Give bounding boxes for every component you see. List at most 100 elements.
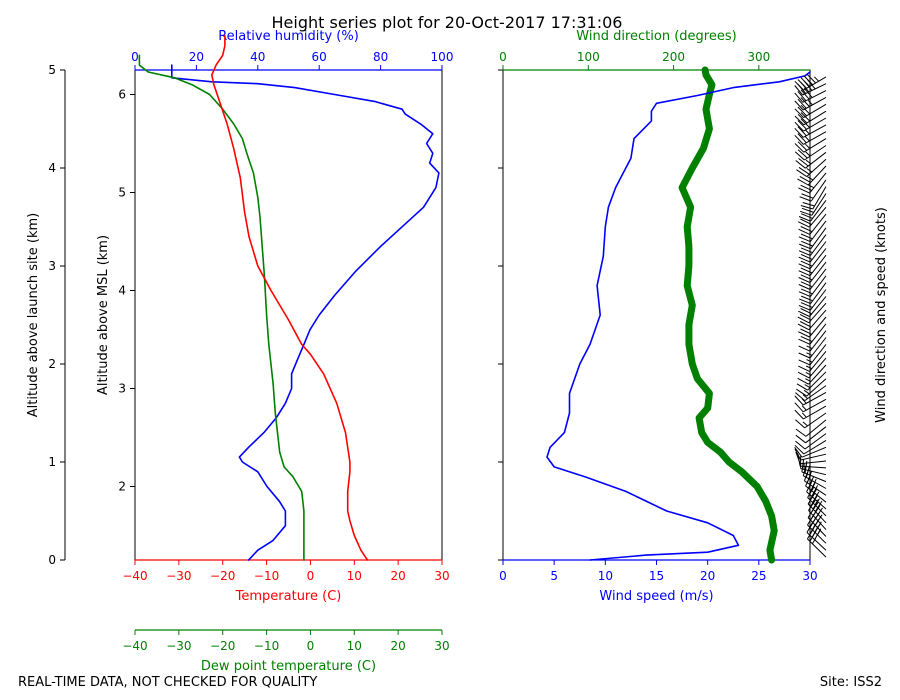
dewpoint-axis-label: Dew point temperature (C) [201,659,376,674]
wind-barbs [794,73,827,558]
rh-tick-label: 0 [131,50,139,64]
altitude-launch-tick-label: 0 [48,553,56,567]
dewpoint-tick-label: −40 [122,639,147,653]
temperature-line [211,34,369,561]
wind-barb [794,398,827,413]
wind-barb [794,73,827,91]
wind-barb [794,124,827,138]
wind-speed-axis-label: Wind speed (m/s) [599,589,713,604]
dewpoint-tick-label: 30 [434,639,449,653]
wind-barb [798,268,827,290]
wind-barb [798,213,827,235]
wind-direction-tick-label: 0 [499,50,507,64]
altitude-msl-tick-label: 5 [118,186,126,200]
dewpoint-tick-label: 0 [307,639,315,653]
wind-barb [798,296,827,317]
wind-barb [794,96,827,111]
wind-barb [795,451,827,465]
dewpoint-line [138,54,305,561]
wind-barb [796,378,827,397]
wind-speed-tick-label: 25 [751,569,766,583]
wind-barb [798,200,827,222]
wind-direction-axis-label: Wind direction (degrees) [576,29,736,44]
altitude-launch-tick-label: 1 [48,455,56,469]
wind-barb [798,220,827,243]
wind-barb [798,172,827,194]
wind-barb [798,275,827,298]
wind-speed-tick-label: 20 [700,569,715,583]
wind-barb [795,385,827,402]
wind-barb [795,426,827,444]
site-label: Site: ISS2 [820,675,882,690]
wind-barb [797,453,827,469]
temperature-tick-label: −40 [122,569,147,583]
wind-barb [794,103,827,119]
wind-barb [796,158,827,178]
altitude-launch-tick-label: 2 [48,357,56,371]
wind-barb [799,193,827,216]
wind-barb [798,330,827,352]
thermo-panel: 0 1 2 3 4 5 Altitude above launch site (km) 2 3 4… [26,29,453,674]
wind-barb [794,117,827,132]
altitude-launch-tick-label: 3 [48,259,56,273]
wind-barb [799,282,827,305]
altitude-launch-tick-label: 5 [48,63,56,77]
wind-speed-tick-label: 10 [598,569,613,583]
wind-barb [798,323,827,345]
dewpoint-tick-label: 20 [391,639,406,653]
wind-speed-tick-label: 15 [649,569,664,583]
temperature-axis-label: Temperature (C) [235,589,342,604]
wind-barb [808,499,827,530]
wind-speed-tick-label: 5 [550,569,558,583]
thermo-plot-frame [134,69,443,561]
altitude-launch-tick-label: 4 [48,161,56,175]
wind-barb [795,412,827,429]
wind-barb [798,350,827,372]
wind-barb [794,138,827,153]
wind-barb [807,486,827,517]
quality-disclaimer: REAL-TIME DATA, NOT CHECKED FOR QUALITY [18,675,317,690]
wind-barb [796,371,827,391]
dewpoint-tick-label: 10 [347,639,362,653]
wind-barb [799,179,827,202]
wind-barb [797,165,827,186]
dewpoint-tick-label: −30 [166,639,191,653]
altitude-msl-tick-label: 2 [118,480,126,494]
wind-barb [798,241,827,263]
wind-barb [794,131,827,145]
wind-barb [798,248,827,270]
temperature-tick-label: −30 [166,569,191,583]
wind-barb [794,405,827,420]
wind-speed-line [546,71,811,561]
wind-barb [794,448,827,461]
altitude-msl-tick-label: 4 [118,284,126,298]
temperature-tick-label: 30 [434,569,449,583]
wind-barb [795,419,827,437]
wind-barb [807,493,827,524]
temperature-tick-label: 0 [307,569,315,583]
relative-humidity-line [171,64,440,561]
wind-barb [795,433,827,450]
temperature-tick-label: 10 [347,569,362,583]
figure-title: Height series plot for 20-Oct-2017 17:31… [272,13,623,32]
wind-barb-axis-label: Wind direction and speed (knots) [874,207,889,423]
temperature-tick-label: −20 [210,569,235,583]
wind-barb [798,234,827,256]
altitude-msl-tick-label: 3 [118,382,126,396]
altitude-msl-axis-label: Altitude above MSL (km) [96,235,111,395]
wind-direction-tick-label: 100 [577,50,600,64]
rh-tick-label: 80 [373,50,388,64]
wind-barb [800,186,827,210]
wind-barb [795,151,827,169]
wind-barb [794,446,827,458]
wind-barb [794,439,827,455]
wind-direction-tick-label: 300 [747,50,770,64]
rh-tick-label: 20 [189,50,204,64]
wind-barb [797,206,827,228]
wind-barb [799,227,827,250]
wind-barb [797,302,827,324]
altitude-launch-axis-label: Altitude above launch site (km) [26,213,41,417]
rh-axis-label: Relative humidity (%) [218,29,359,44]
wind-barb [798,261,827,284]
